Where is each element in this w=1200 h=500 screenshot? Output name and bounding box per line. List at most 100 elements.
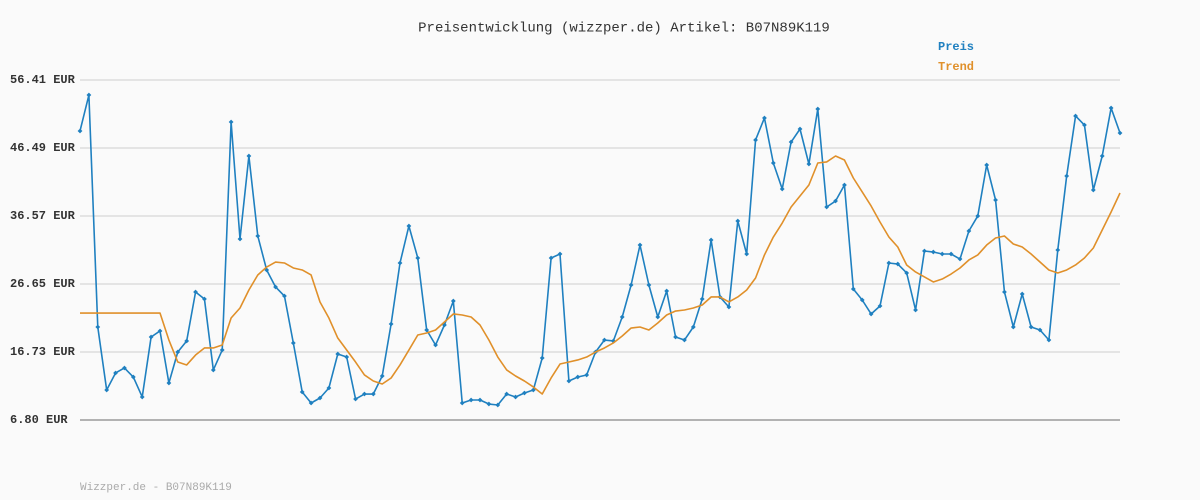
data-point (246, 153, 252, 159)
data-point (1019, 291, 1025, 297)
data-point (753, 137, 758, 143)
data-point (770, 160, 776, 166)
data-point (210, 367, 216, 373)
data-point (95, 324, 101, 330)
data-point (202, 296, 207, 302)
series-line (80, 155, 1121, 395)
data-point (157, 328, 163, 334)
data-point (548, 255, 554, 261)
data-point (637, 242, 643, 248)
data-point (86, 92, 92, 98)
data-point (930, 249, 936, 255)
data-point (762, 115, 767, 121)
y-tick-label: 36.57 EUR (10, 209, 76, 223)
data-point (406, 223, 412, 229)
data-point (504, 391, 510, 397)
data-point (726, 304, 732, 310)
data-point (77, 128, 83, 134)
data-point (1108, 105, 1114, 111)
data-point (646, 282, 652, 288)
data-point (842, 182, 847, 188)
data-point (237, 236, 243, 242)
data-point (922, 248, 927, 254)
data-point (806, 161, 812, 167)
plot (77, 92, 1123, 408)
data-point (966, 228, 972, 234)
y-tick-label: 26.65 EUR (10, 277, 76, 291)
legend-label: Trend (938, 60, 974, 74)
data-point (1055, 247, 1061, 253)
data-point (655, 314, 661, 320)
data-point (575, 374, 581, 380)
footer: Wizzper.de - B07N89K119 (80, 482, 232, 494)
data-point (895, 261, 901, 267)
data-point (317, 395, 323, 401)
data-point (628, 282, 634, 288)
data-point (522, 390, 527, 396)
data-point (113, 370, 118, 376)
data-point (130, 374, 136, 380)
data-point (450, 298, 456, 304)
data-point (282, 293, 287, 299)
data-point (193, 289, 198, 295)
data-point (139, 394, 145, 400)
data-point (353, 396, 358, 402)
data-point (379, 373, 385, 379)
data-point (175, 349, 181, 355)
data-point (433, 342, 438, 348)
data-point (833, 198, 838, 204)
chart-title: Preisentwicklung (wizzper.de) Artikel: B… (418, 21, 830, 37)
data-point (424, 327, 430, 333)
data-point (148, 334, 154, 340)
y-tick-label: 16.73 EUR (10, 345, 76, 359)
data-point (975, 213, 981, 219)
data-point (415, 255, 421, 261)
data-point (1010, 324, 1016, 330)
data-point (913, 307, 918, 313)
data-point (539, 355, 545, 361)
data-point (850, 286, 856, 292)
data-point (699, 296, 705, 302)
data-point (815, 106, 821, 112)
data-point (566, 378, 572, 384)
data-point (824, 204, 830, 210)
data-point (184, 338, 190, 344)
data-point (788, 139, 794, 145)
data-point (486, 401, 492, 407)
data-point (290, 340, 296, 346)
data-point (122, 365, 127, 371)
data-point (1090, 187, 1096, 193)
data-point (273, 284, 278, 290)
data-point (1073, 113, 1078, 119)
data-point (513, 394, 518, 400)
data-point (1117, 130, 1123, 136)
data-point (344, 354, 350, 360)
data-point (619, 314, 625, 320)
data-point (664, 288, 670, 294)
data-point (1099, 153, 1105, 159)
data-point (1028, 324, 1034, 330)
data-point (308, 400, 314, 406)
y-tick-label: 56.41 EUR (10, 73, 76, 87)
data-point (104, 387, 110, 393)
data-point (299, 389, 305, 395)
data-point (948, 251, 954, 257)
data-point (397, 260, 403, 266)
data-point (495, 402, 501, 408)
data-point (673, 334, 678, 340)
data-point (993, 197, 998, 203)
grid: 6.80 EUR 16.73 EUR 26.65 EUR 36.57 EUR 46.49… (10, 73, 1120, 427)
data-point (984, 162, 990, 168)
data-point (584, 372, 590, 378)
data-point (708, 237, 714, 243)
data-point (859, 297, 865, 303)
data-point (904, 270, 910, 276)
data-point (255, 233, 261, 239)
data-point (477, 397, 483, 403)
data-point (779, 186, 785, 192)
data-point (602, 337, 607, 343)
data-point (326, 385, 332, 391)
data-point (1082, 122, 1087, 128)
